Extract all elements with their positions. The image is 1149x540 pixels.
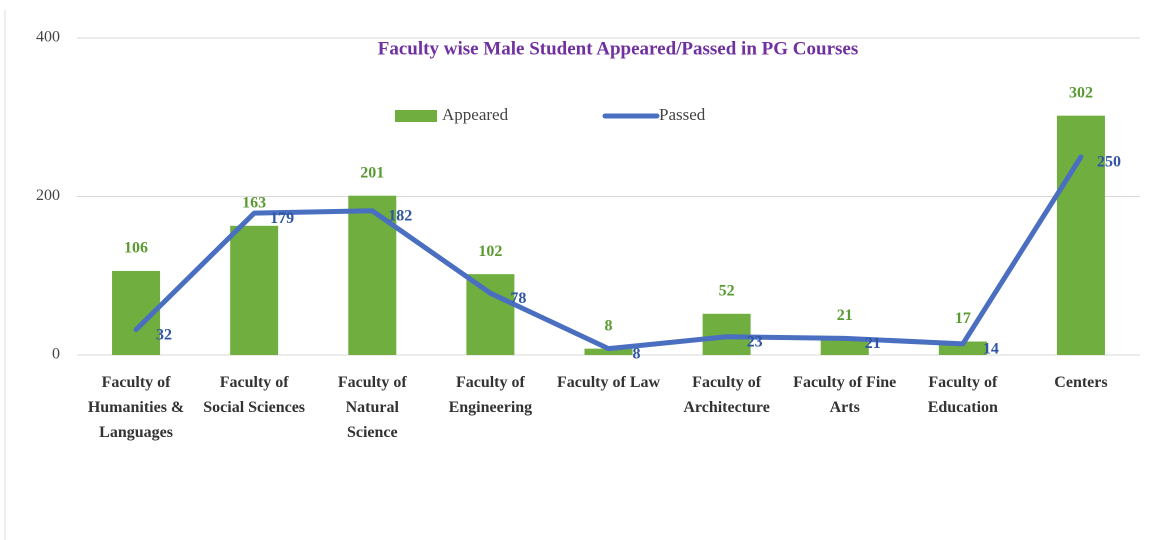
- x-tick-label: Faculty of Humanities & Languages: [87, 374, 185, 441]
- x-tick-label: Faculty of Law: [556, 374, 661, 391]
- line-label: 21: [865, 335, 881, 352]
- legend-label: Passed: [659, 105, 706, 124]
- line-label: 250: [1097, 154, 1121, 171]
- y-tick-label: 200: [36, 187, 60, 204]
- bar-label: 201: [360, 164, 384, 181]
- bar-label: 8: [605, 317, 613, 334]
- line-label: 8: [633, 345, 641, 362]
- bar-label: 17: [955, 310, 971, 327]
- line-label: 14: [983, 341, 999, 358]
- chart-title: Faculty wise Male Student Appeared/Passe…: [378, 38, 858, 59]
- bar-label: 163: [242, 194, 266, 211]
- line-label: 32: [156, 326, 172, 343]
- line-label: 23: [747, 333, 763, 350]
- x-tick-label: Faculty of Education: [927, 374, 998, 416]
- bar: [466, 274, 515, 355]
- bar-label: 21: [837, 307, 853, 324]
- bar: [1056, 115, 1105, 355]
- x-tick-label: Faculty of Social Sciences: [203, 374, 306, 416]
- bar: [230, 225, 279, 355]
- x-tick-label: Centers: [1054, 374, 1108, 391]
- x-tick-label: Faculty of Natural Science: [337, 374, 407, 441]
- x-tick-label: Faculty of Architecture: [683, 374, 770, 416]
- bar-label: 52: [719, 282, 735, 299]
- y-tick-label: 0: [52, 346, 60, 363]
- line-label: 182: [388, 207, 412, 224]
- x-tick-label: Faculty of Fine Arts: [793, 374, 897, 416]
- bar-label: 102: [478, 243, 502, 260]
- bar: [820, 338, 869, 355]
- legend-label: Appeared: [442, 105, 509, 124]
- bar-label: 302: [1069, 84, 1093, 101]
- bar-label: 106: [124, 240, 148, 257]
- line-label: 78: [510, 290, 526, 307]
- line-label: 179: [270, 210, 294, 227]
- legend-swatch: [395, 110, 437, 122]
- bar: [584, 348, 633, 355]
- line: [133, 154, 1084, 352]
- x-tick-label: Faculty of Engineering: [448, 374, 533, 416]
- y-tick-label: 400: [36, 29, 60, 46]
